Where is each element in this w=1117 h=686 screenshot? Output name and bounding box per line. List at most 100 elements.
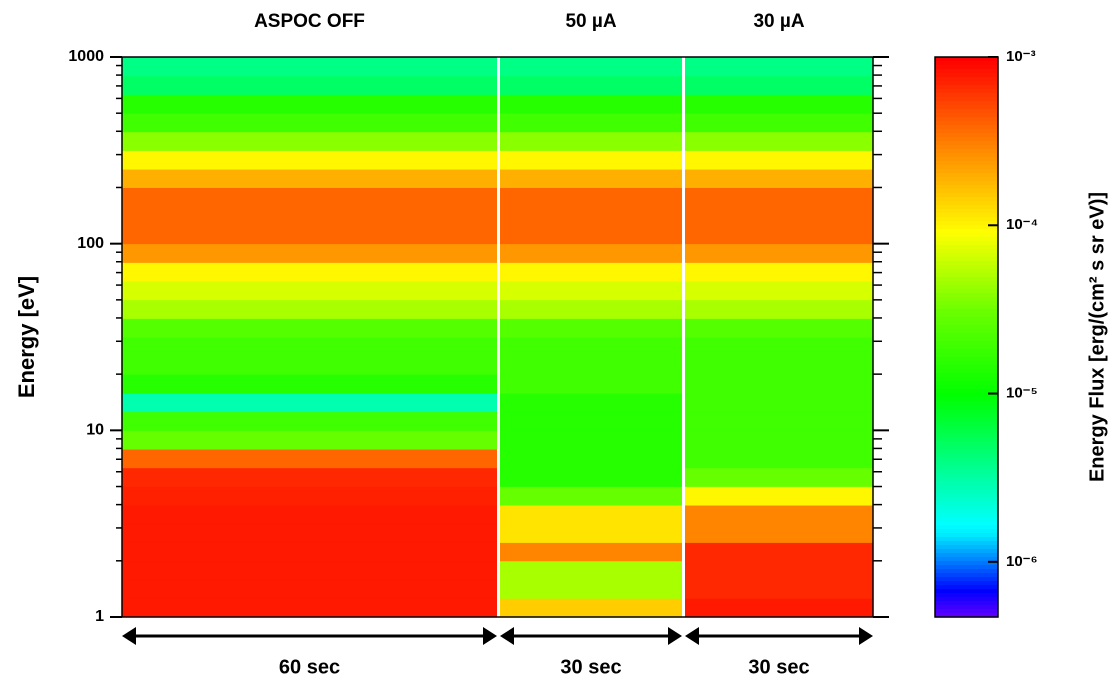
colorbar-swatch [935, 425, 998, 430]
colorbar-swatch [935, 57, 998, 62]
colorbar-swatch [935, 241, 998, 246]
colorbar-swatch [935, 117, 998, 122]
colorbar-swatch [935, 141, 998, 146]
heatmap-cell [122, 299, 497, 319]
colorbar-swatch [935, 197, 998, 202]
heatmap-cell [122, 94, 497, 114]
duration-label: 30 sec [560, 656, 621, 678]
heatmap-cell [122, 206, 497, 226]
heatmap-cell [685, 243, 873, 263]
heatmap-cell [500, 449, 682, 469]
colorbar-swatch [935, 513, 998, 518]
heatmap-cell [500, 355, 682, 375]
colorbar-swatch [935, 277, 998, 282]
heatmap-cell [500, 523, 682, 543]
colorbar-swatch [935, 113, 998, 118]
colorbar-swatch [935, 421, 998, 426]
heatmap-cell [685, 206, 873, 226]
heatmap-cell [500, 486, 682, 506]
colorbar-swatch [935, 473, 998, 478]
heatmap-cell [122, 262, 497, 282]
colorbar-swatch [935, 173, 998, 178]
colorbar-swatch [935, 337, 998, 342]
colorbar-swatch [935, 405, 998, 410]
heatmap-cell [685, 57, 873, 77]
colorbar-swatch [935, 393, 998, 398]
colorbar-title: Energy Flux [erg/(cm² s sr eV)] [1086, 192, 1108, 482]
heatmap-cell [500, 393, 682, 413]
colorbar-swatch [935, 161, 998, 166]
heatmap-cell [500, 262, 682, 282]
colorbar-swatch [935, 477, 998, 482]
heatmap-cell [122, 187, 497, 208]
heatmap-cell [685, 598, 873, 618]
colorbar-swatch [935, 517, 998, 522]
colorbar-swatch [935, 345, 998, 350]
plot-frame [121, 56, 874, 618]
colorbar-tick-label: 10⁻⁴ [1006, 216, 1038, 233]
colorbar-swatch [935, 265, 998, 270]
colorbar-swatch [935, 413, 998, 418]
colorbar-swatch [935, 525, 998, 530]
heatmap-cell [500, 299, 682, 319]
colorbar-swatch [935, 613, 998, 618]
heatmap-cell [122, 280, 497, 301]
heatmap-cell [500, 75, 682, 95]
heatmap-cell [122, 523, 497, 543]
colorbar-swatch [935, 229, 998, 234]
colorbar-swatch [935, 317, 998, 322]
colorbar-swatch [935, 105, 998, 110]
duration-label: 60 sec [279, 656, 340, 678]
heatmap-cell [122, 486, 497, 506]
colorbar-swatch [935, 321, 998, 326]
colorbar-swatch [935, 389, 998, 394]
y-tick-label: 10 [86, 422, 104, 439]
colorbar-swatch [935, 129, 998, 134]
heatmap-cell [500, 430, 682, 450]
colorbar-swatch [935, 533, 998, 538]
heatmap-cell [685, 374, 873, 394]
y-axis-title: Energy [eV] [14, 276, 39, 398]
colorbar-swatch [935, 601, 998, 606]
colorbar-swatch [935, 257, 998, 262]
colorbar-swatch [935, 381, 998, 386]
colorbar-frame [934, 56, 999, 618]
colorbar-swatch [935, 409, 998, 414]
heatmap-cell [122, 598, 497, 618]
colorbar-swatch [935, 365, 998, 370]
colorbar-swatch [935, 377, 998, 382]
heatmap-cell [685, 467, 873, 487]
colorbar-swatch [935, 349, 998, 354]
heatmap-cell [122, 337, 497, 357]
heatmap-cell [685, 75, 873, 95]
colorbar-swatch [935, 597, 998, 602]
colorbar-swatch [935, 557, 998, 562]
colorbar-swatch [935, 313, 998, 318]
heatmap-cell [500, 224, 682, 245]
heatmap-cell [500, 57, 682, 77]
heatmap-cell [685, 94, 873, 114]
heatmap-cell [685, 579, 873, 599]
colorbar-swatch [935, 309, 998, 314]
heatmap-cell [122, 169, 497, 188]
heatmap-cell [685, 449, 873, 469]
heatmap-cell [122, 150, 497, 170]
colorbar-swatch [935, 285, 998, 290]
colorbar-swatch [935, 485, 998, 490]
colorbar-swatch [935, 369, 998, 374]
colorbar-swatch [935, 205, 998, 210]
colorbar-swatch [935, 97, 998, 102]
heatmap-cell [122, 560, 497, 581]
colorbar-swatch [935, 177, 998, 182]
heatmap-cell [685, 262, 873, 282]
heatmap-cell [122, 224, 497, 245]
heatmap-cell [685, 150, 873, 170]
colorbar-swatch [935, 505, 998, 510]
heatmap-cell [500, 131, 682, 151]
colorbar-swatch [935, 465, 998, 470]
colorbar-swatch [935, 169, 998, 174]
colorbar-swatch [935, 201, 998, 206]
colorbar-swatch [935, 325, 998, 330]
colorbar-swatch [935, 589, 998, 594]
heatmap-cell [500, 169, 682, 188]
